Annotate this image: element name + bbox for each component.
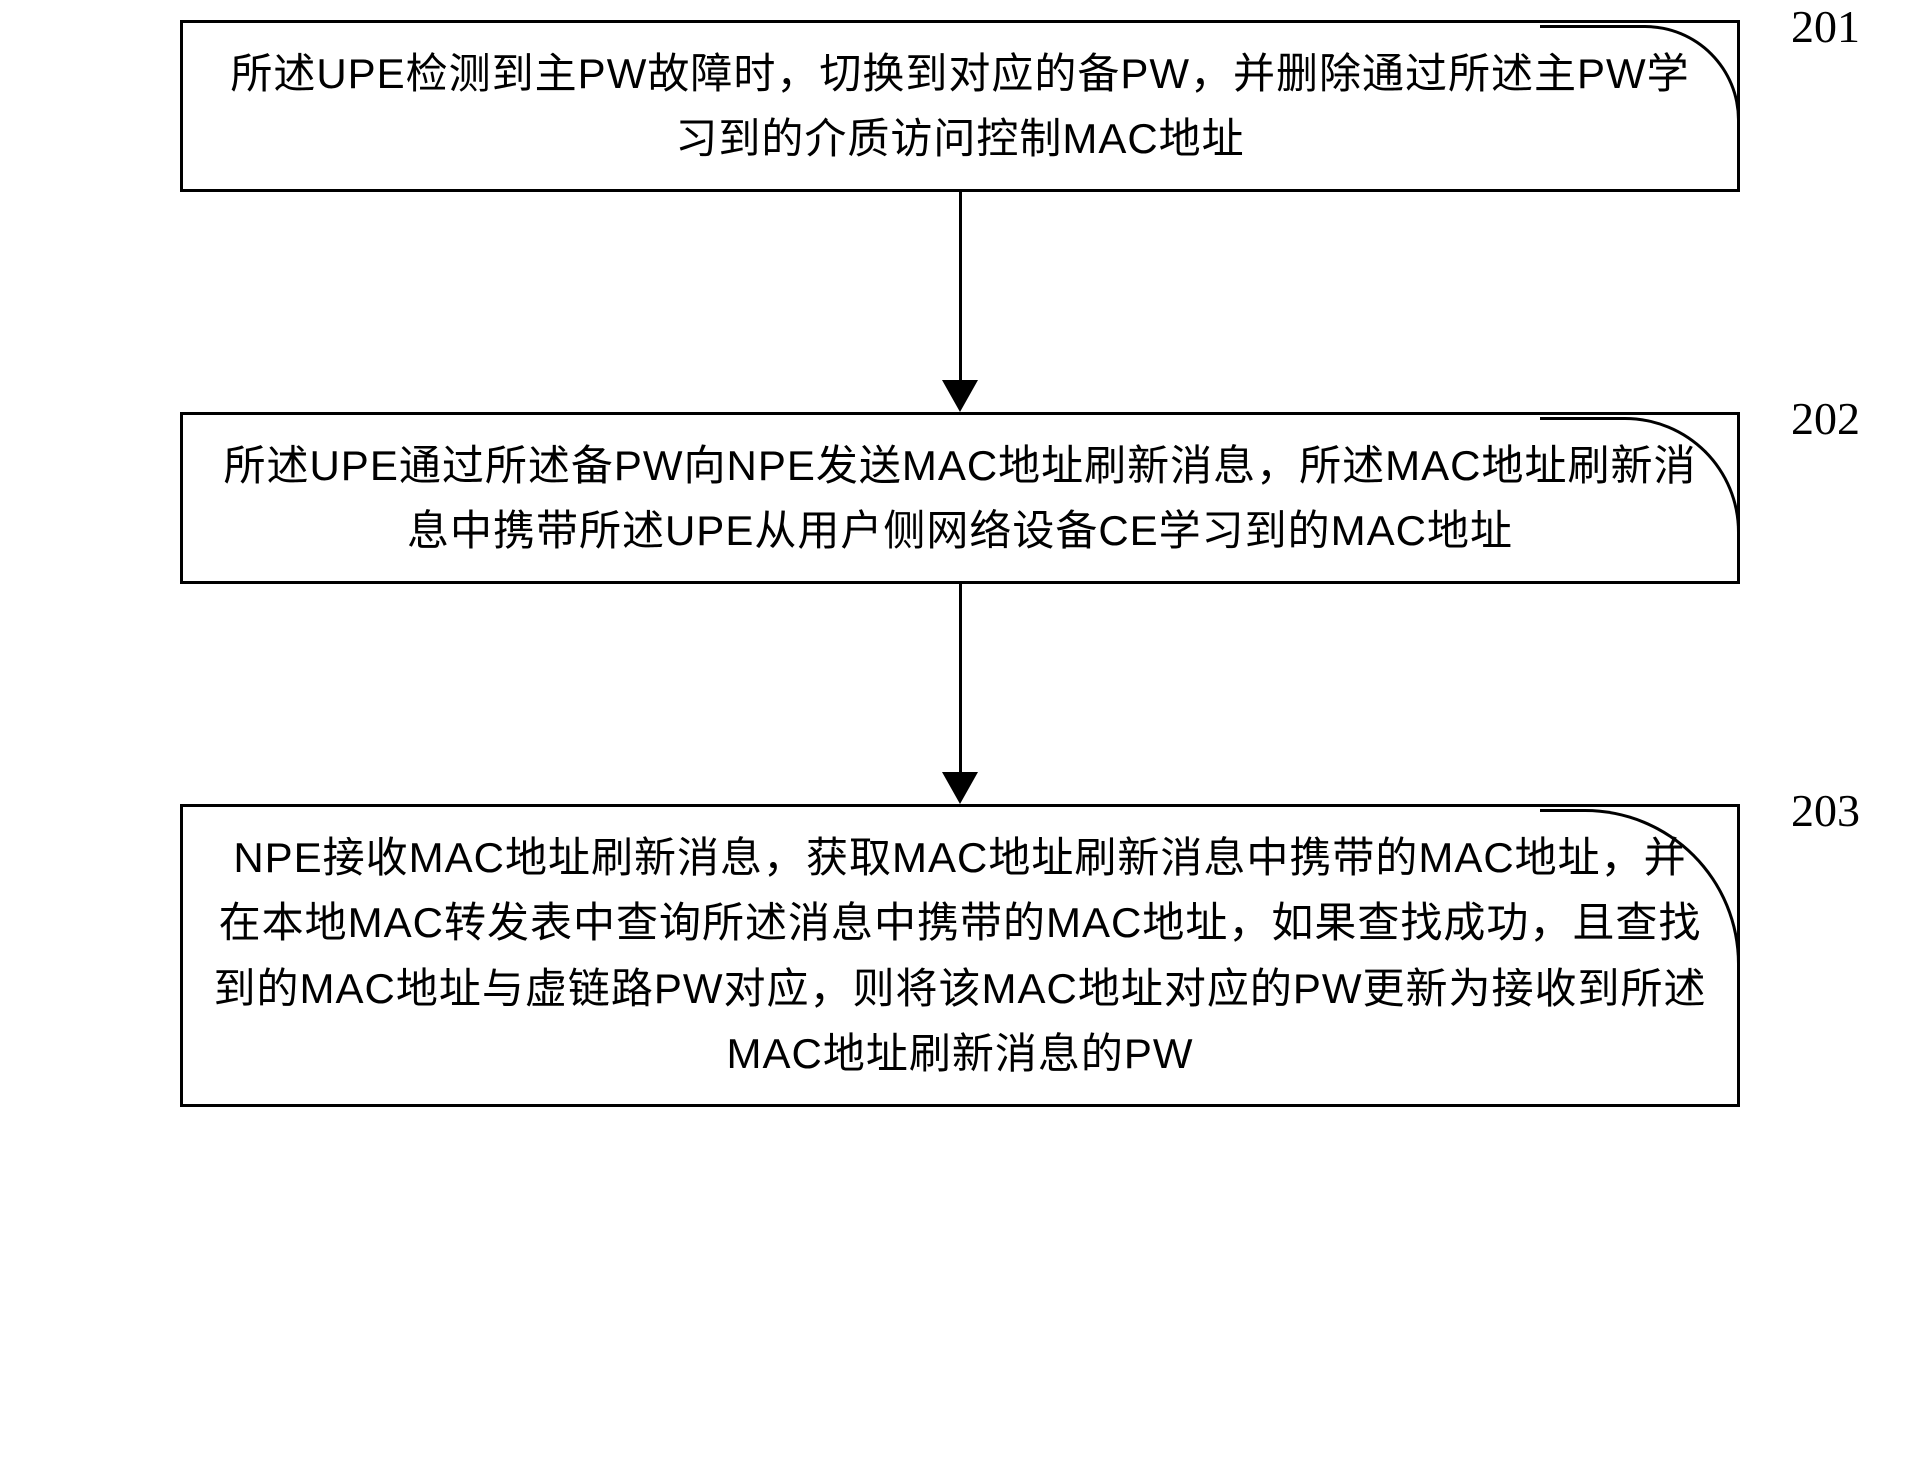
flowchart-node-label: 202 [1791, 392, 1860, 445]
flowchart-node-wrapper: 所述UPE检测到主PW故障时，切换到对应的备PW，并删除通过所述主PW学习到的介… [20, 20, 1900, 192]
flowchart-node-wrapper: NPE接收MAC地址刷新消息，获取MAC地址刷新消息中携带的MAC地址，并在本地… [20, 804, 1900, 1106]
arrow-head-icon [942, 772, 978, 804]
flowchart-node-text: NPE接收MAC地址刷新消息，获取MAC地址刷新消息中携带的MAC地址，并在本地… [214, 834, 1707, 1076]
flowchart-node: NPE接收MAC地址刷新消息，获取MAC地址刷新消息中携带的MAC地址，并在本地… [180, 804, 1740, 1106]
flowchart-arrow [942, 584, 978, 804]
flowchart-node-wrapper: 所述UPE通过所述备PW向NPE发送MAC地址刷新消息，所述MAC地址刷新消息中… [20, 412, 1900, 584]
flowchart-container: 所述UPE检测到主PW故障时，切换到对应的备PW，并删除通过所述主PW学习到的介… [20, 20, 1900, 1107]
flowchart-node-text: 所述UPE检测到主PW故障时，切换到对应的备PW，并删除通过所述主PW学习到的介… [230, 50, 1689, 162]
flowchart-node-text: 所述UPE通过所述备PW向NPE发送MAC地址刷新消息，所述MAC地址刷新消息中… [223, 442, 1696, 554]
arrow-head-icon [942, 380, 978, 412]
arrow-line [959, 584, 962, 772]
arrow-line [959, 192, 962, 380]
flowchart-node: 所述UPE检测到主PW故障时，切换到对应的备PW，并删除通过所述主PW学习到的介… [180, 20, 1740, 192]
flowchart-node: 所述UPE通过所述备PW向NPE发送MAC地址刷新消息，所述MAC地址刷新消息中… [180, 412, 1740, 584]
flowchart-arrow [942, 192, 978, 412]
flowchart-node-label: 203 [1791, 784, 1860, 837]
flowchart-node-label: 201 [1791, 0, 1860, 53]
